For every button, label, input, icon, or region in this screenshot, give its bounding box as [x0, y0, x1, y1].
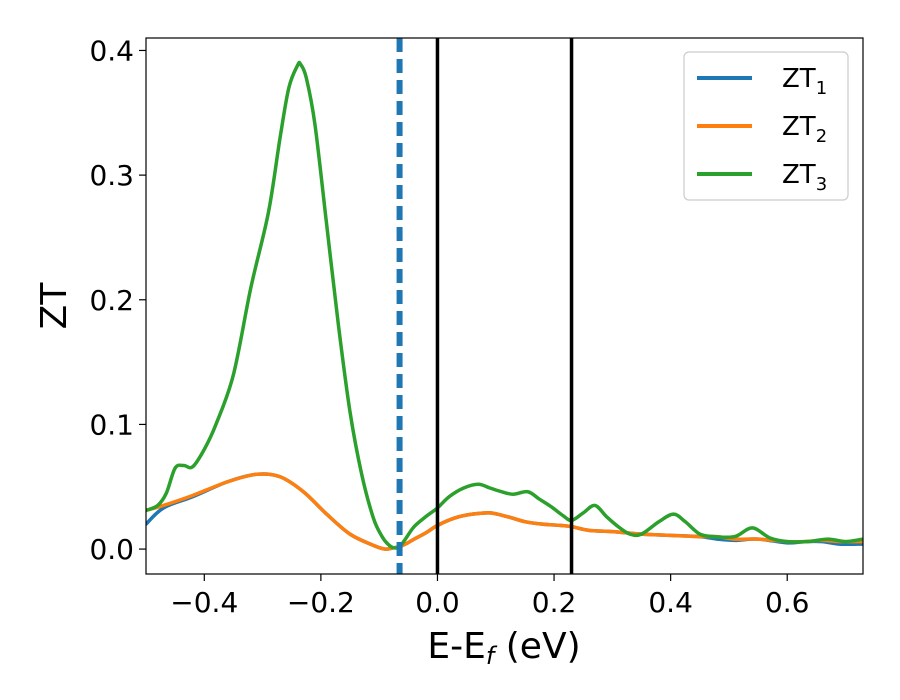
x-tick-label: 0.0 [415, 586, 460, 619]
x-tick-label: 0.4 [648, 586, 693, 619]
x-axis-title: E-Ef (eV) [427, 626, 580, 670]
y-axis: 0.0 0.1 0.2 0.3 0.4 [89, 34, 146, 566]
plot-area [146, 38, 863, 574]
y-tick-label: 0.2 [89, 284, 134, 317]
y-tick-label: 0.1 [89, 408, 134, 441]
series-zt2-line [146, 472, 863, 551]
legend: ZT1 ZT2 ZT3 [683, 51, 849, 201]
plot-frame [145, 37, 864, 575]
legend-label-zt1: ZT1 [782, 64, 827, 99]
x-tick-label: 0.2 [532, 586, 577, 619]
y-tick-label: 0.4 [89, 34, 134, 67]
legend-box [683, 51, 849, 201]
x-tick-label: −0.2 [287, 586, 355, 619]
legend-label-zt2: ZT2 [782, 112, 827, 147]
x-tick-label: 0.6 [765, 586, 810, 619]
legend-label-zt3: ZT3 [782, 160, 827, 195]
x-tick-label: −0.4 [170, 586, 238, 619]
y-tick-label: 0.3 [89, 159, 134, 192]
y-axis-title: ZT [34, 282, 75, 330]
y-tick-label: 0.0 [89, 533, 134, 566]
x-axis: −0.4 −0.2 0.0 0.2 0.4 0.6 [170, 574, 809, 619]
